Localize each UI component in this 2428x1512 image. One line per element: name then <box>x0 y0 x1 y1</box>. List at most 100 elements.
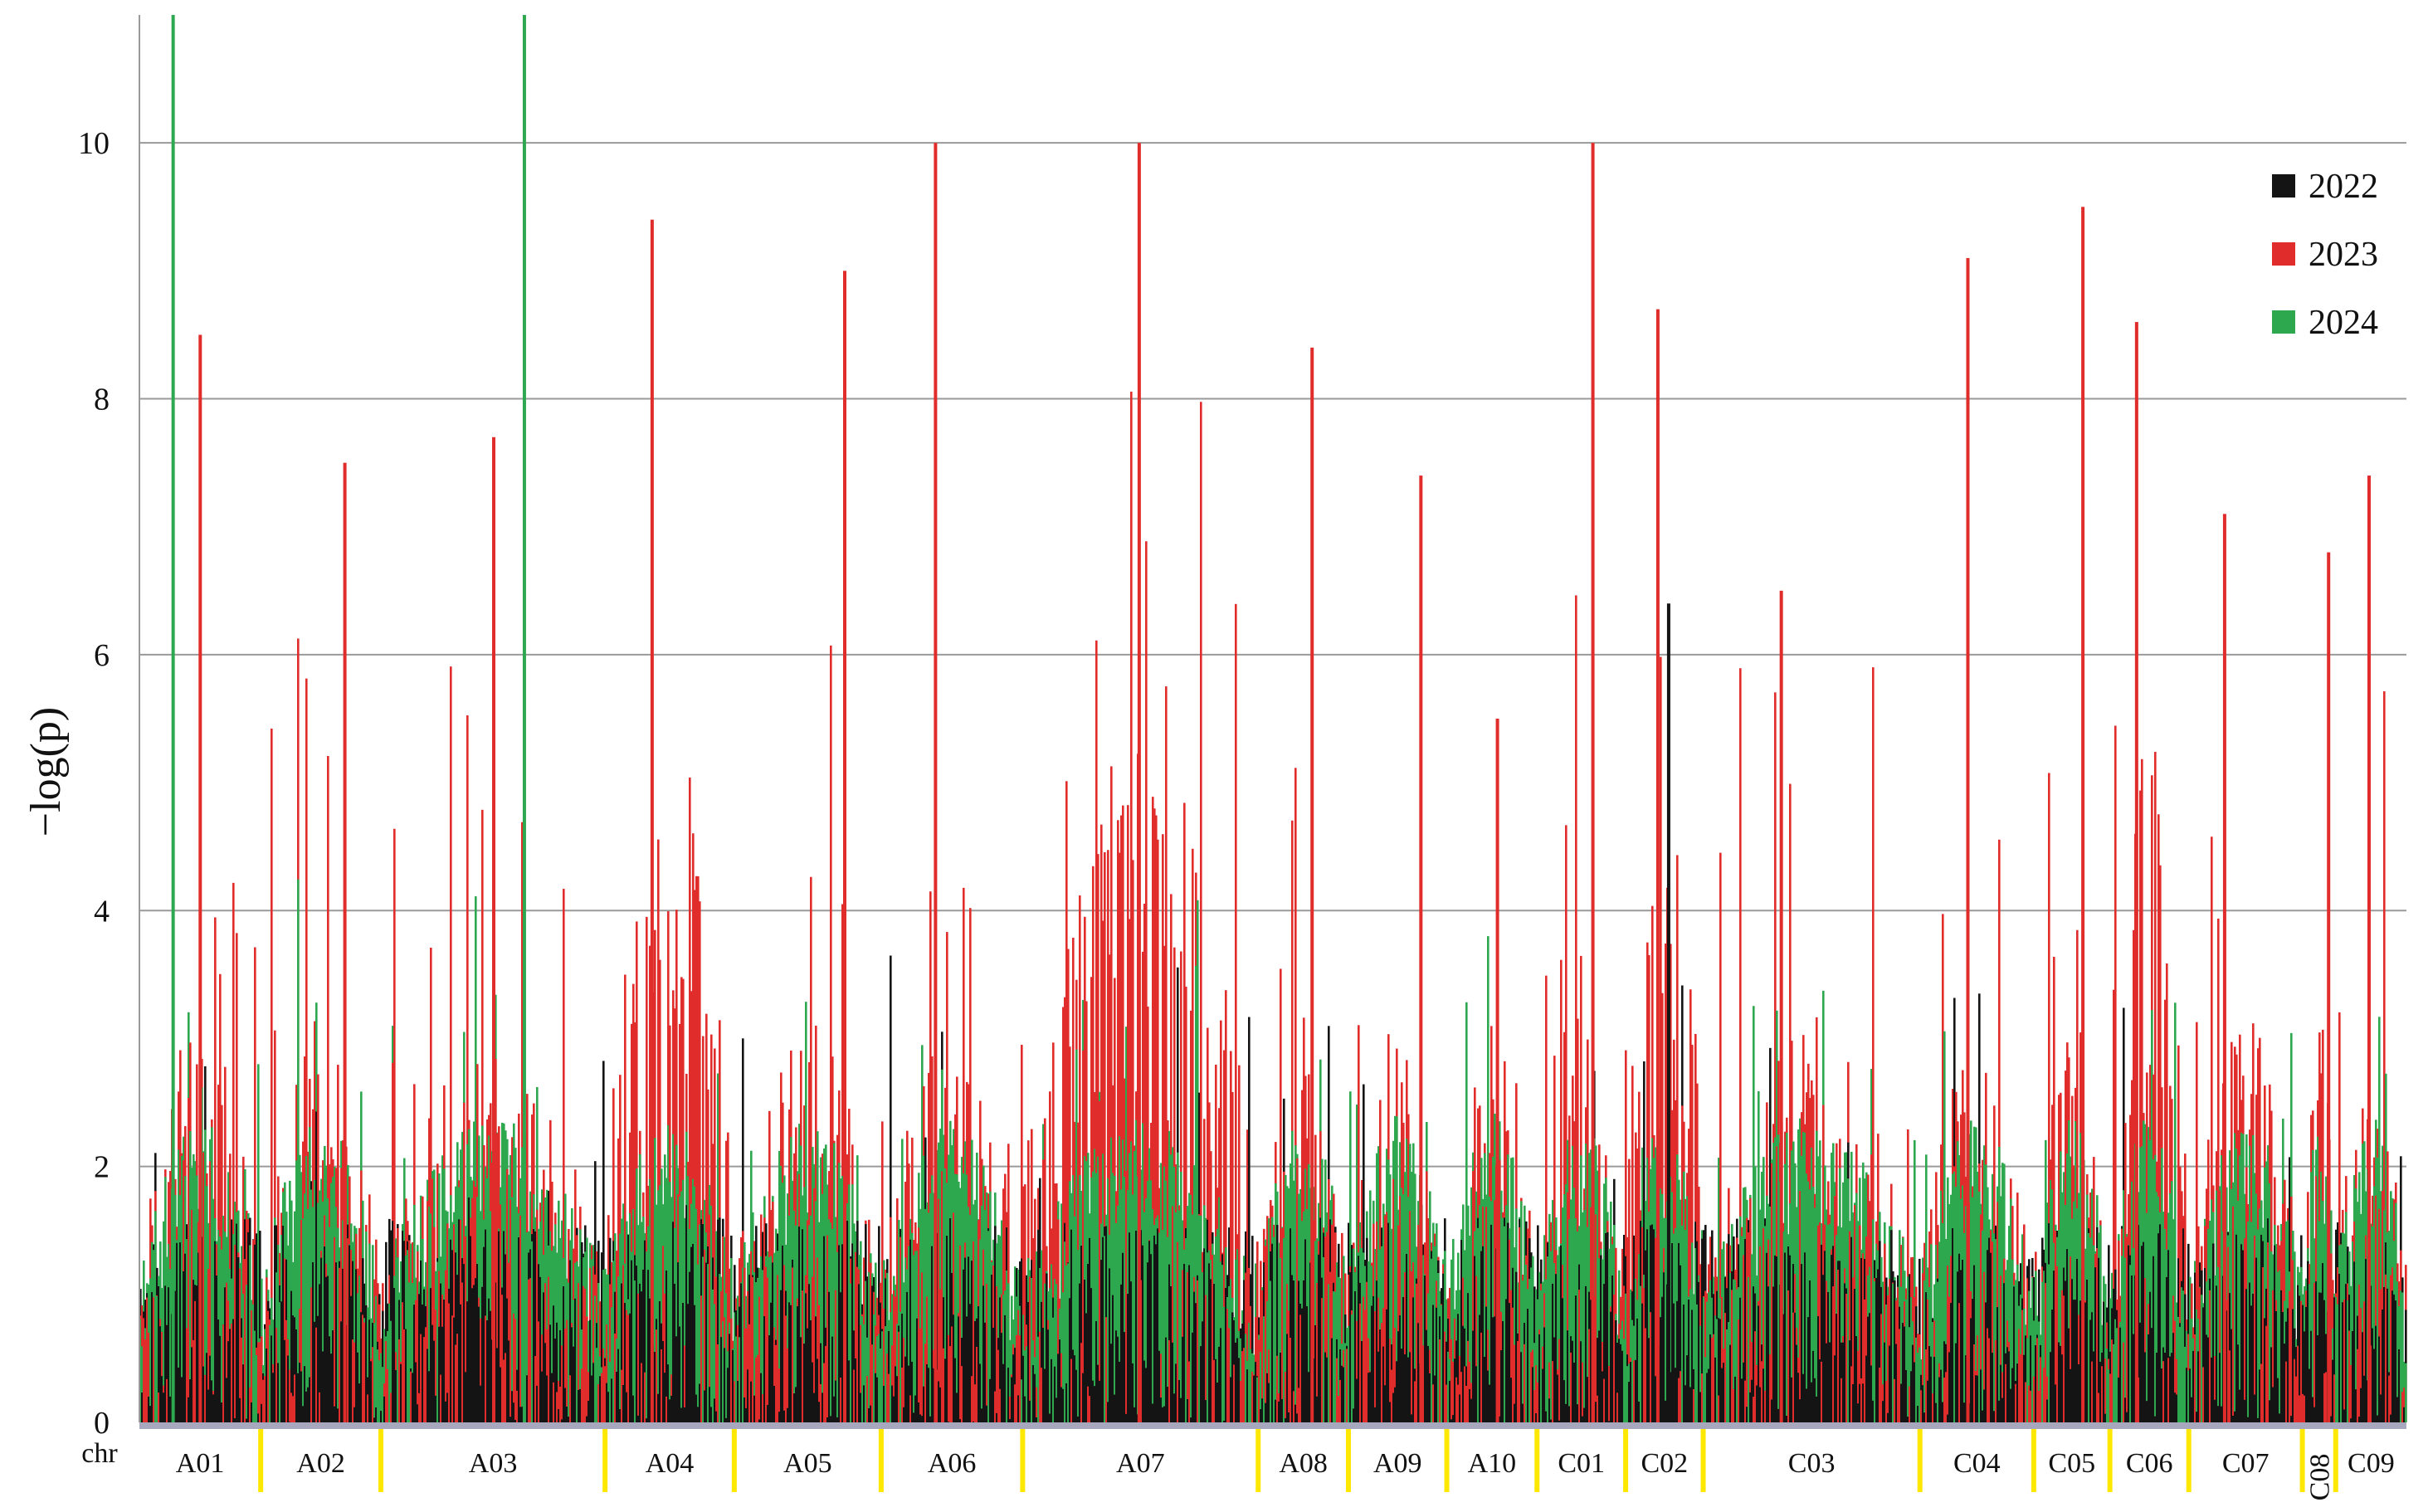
bar <box>242 1156 245 1422</box>
bar <box>1557 1374 1559 1422</box>
bar <box>1158 1232 1161 1422</box>
bar <box>1265 1246 1267 1422</box>
bar <box>1741 1378 1743 1422</box>
chromosome-label: C06 <box>2126 1448 2173 1479</box>
bar <box>257 1064 260 1422</box>
bar <box>2162 1212 2165 1422</box>
bar <box>188 1397 190 1422</box>
bar <box>941 1171 943 1422</box>
bar <box>1236 1338 1239 1422</box>
bar <box>1240 1380 1242 1422</box>
bar <box>1726 1329 1728 1422</box>
bar <box>1772 1143 1775 1422</box>
bar <box>1597 1338 1599 1422</box>
bar <box>305 1391 308 1422</box>
bar <box>554 1339 557 1422</box>
bar <box>2270 1347 2273 1422</box>
bar <box>2169 1193 2172 1422</box>
bar <box>2304 1395 2306 1422</box>
bar <box>2378 1208 2381 1422</box>
bar <box>2231 1329 2233 1422</box>
bar <box>206 1353 208 1422</box>
bar <box>1172 1206 1174 1422</box>
bar <box>2269 1400 2271 1422</box>
bar <box>292 1315 295 1422</box>
bar <box>2353 1261 2356 1422</box>
bar <box>161 1376 163 1422</box>
bar <box>204 1129 207 1422</box>
bar <box>1338 1276 1340 1422</box>
bar <box>2285 1361 2288 1422</box>
bar <box>1402 1296 1405 1422</box>
bar <box>978 1306 980 1422</box>
bar <box>1502 1217 1504 1422</box>
bar <box>612 1261 615 1422</box>
bar <box>1864 1299 1866 1422</box>
bar <box>1845 1294 1848 1422</box>
bar <box>800 1337 802 1422</box>
bar <box>641 1363 643 1422</box>
bar <box>496 1348 499 1422</box>
bar <box>1769 1354 1772 1422</box>
bar <box>1708 1368 1710 1422</box>
bar <box>709 1214 711 1422</box>
bar <box>1728 1322 1730 1422</box>
bar <box>2157 814 2160 1422</box>
bar <box>266 1349 268 1422</box>
bar <box>1119 1361 1121 1422</box>
bar <box>2254 1235 2256 1422</box>
bar <box>1625 1293 1627 1422</box>
bar <box>181 1377 183 1422</box>
bar <box>360 1170 363 1422</box>
bar <box>519 1215 522 1422</box>
bar <box>412 1283 414 1422</box>
bar <box>1308 1372 1310 1422</box>
bar <box>363 1322 366 1422</box>
bar <box>992 1327 995 1422</box>
bar <box>1082 1373 1085 1422</box>
bar <box>2124 1397 2127 1422</box>
bar <box>506 1298 509 1422</box>
bar <box>921 1416 924 1422</box>
bar <box>974 1320 977 1422</box>
bar <box>1796 1344 1798 1422</box>
bar <box>1963 1232 1966 1422</box>
bar <box>2365 1259 2367 1422</box>
bar <box>1029 1400 1031 1422</box>
bar <box>704 1249 706 1422</box>
bar <box>1587 1377 1589 1422</box>
bar <box>1069 1298 1071 1422</box>
bar <box>694 1186 696 1422</box>
bar <box>795 1225 797 1422</box>
bar <box>1230 1377 1232 1422</box>
bar <box>617 1349 620 1422</box>
bar <box>1894 1378 1896 1422</box>
bar <box>1007 1368 1010 1422</box>
y-axis-label: −log(p) <box>22 707 70 836</box>
bar <box>1168 1339 1171 1422</box>
bar <box>1628 1158 1631 1422</box>
bar <box>1044 1118 1046 1422</box>
bar <box>1062 1388 1065 1422</box>
bar <box>1572 1340 1574 1422</box>
bar <box>1192 848 1194 1422</box>
bar <box>355 1269 358 1422</box>
bar <box>2302 1393 2304 1422</box>
bar <box>1182 1336 1184 1422</box>
bar <box>973 1241 975 1422</box>
y-tick-label: 0 <box>94 1406 110 1441</box>
bar <box>1942 1402 1944 1422</box>
bar <box>938 1198 940 1422</box>
bar <box>1092 1380 1095 1422</box>
bar <box>591 1375 593 1422</box>
bar <box>2318 1292 2321 1422</box>
bar <box>271 728 273 1422</box>
bar <box>2226 1310 2228 1422</box>
bar <box>1900 1383 1903 1422</box>
bar <box>657 839 660 1422</box>
bar <box>257 1342 260 1422</box>
bar <box>2084 1302 2087 1422</box>
bar <box>181 1155 183 1422</box>
bar <box>2219 1353 2221 1422</box>
bar <box>1983 1389 1986 1422</box>
